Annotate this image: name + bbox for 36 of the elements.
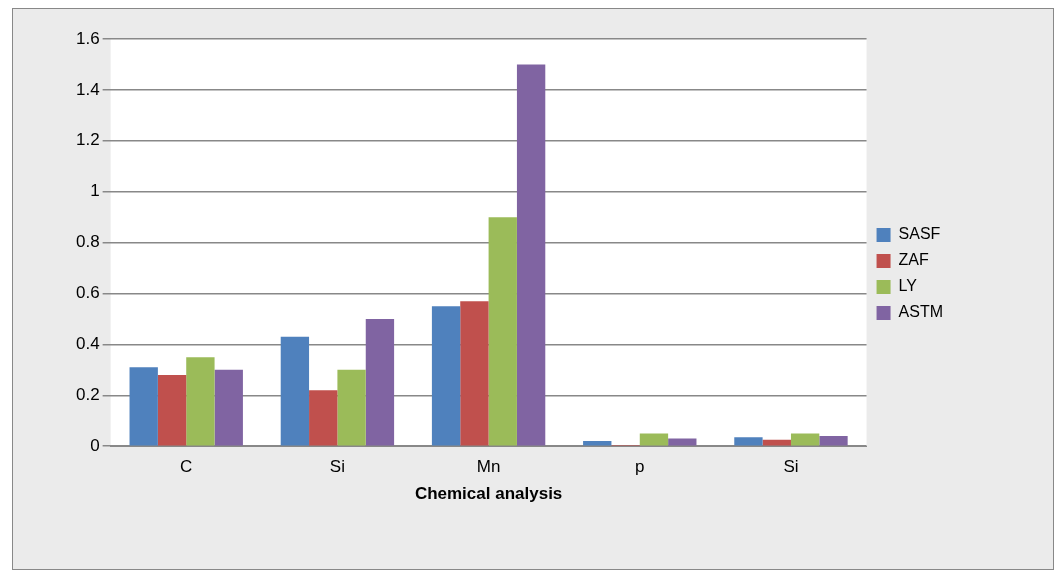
x-tick-label: C bbox=[180, 457, 193, 477]
x-tick-label: Mn bbox=[476, 457, 501, 477]
y-tick-label: 1 bbox=[90, 181, 100, 201]
bar bbox=[460, 301, 489, 446]
bar bbox=[819, 436, 848, 446]
bar bbox=[790, 433, 820, 446]
y-tick-label: 1.6 bbox=[75, 28, 100, 48]
bar bbox=[583, 441, 612, 446]
y-tick-label: 0.2 bbox=[75, 384, 100, 404]
bar bbox=[488, 217, 517, 446]
bar bbox=[157, 374, 187, 446]
x-tick-label: Si bbox=[783, 457, 799, 477]
y-tick-label: 0 bbox=[90, 435, 100, 455]
bar bbox=[516, 64, 546, 446]
x-tick-label: p bbox=[635, 457, 645, 477]
bar bbox=[280, 336, 310, 446]
legend-label: LY bbox=[898, 277, 918, 295]
x-axis-title: Chemical analysis bbox=[414, 484, 563, 504]
bar bbox=[214, 369, 243, 446]
y-tick-label: 0.8 bbox=[75, 232, 100, 252]
legend-label: ZAF bbox=[898, 251, 929, 269]
x-tick-label: Si bbox=[329, 457, 345, 477]
y-tick-label: 0.6 bbox=[75, 283, 100, 303]
bar bbox=[309, 390, 338, 446]
bar bbox=[639, 433, 669, 446]
legend-label: SASF bbox=[898, 225, 941, 243]
bar bbox=[734, 437, 763, 446]
bar bbox=[365, 318, 395, 446]
bar bbox=[431, 306, 461, 446]
bar bbox=[186, 357, 215, 446]
legend-label: ASTM bbox=[898, 303, 944, 321]
y-tick-label: 1.4 bbox=[75, 79, 100, 99]
y-tick-label: 0.4 bbox=[75, 334, 100, 354]
y-tick-label: 1.2 bbox=[75, 130, 100, 150]
bar bbox=[337, 369, 366, 446]
bar bbox=[129, 367, 158, 446]
